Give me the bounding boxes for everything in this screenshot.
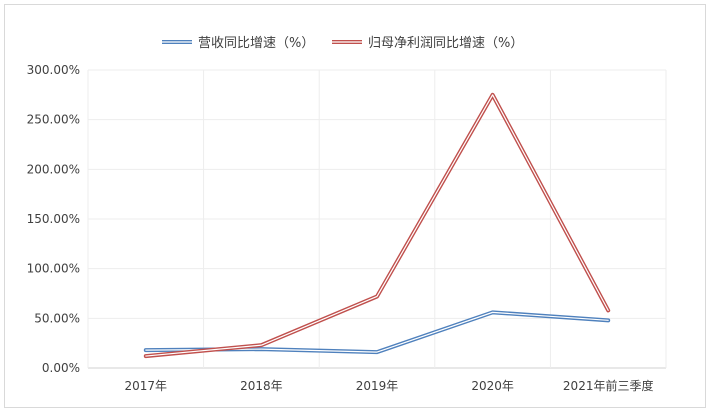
- chart-frame: [4, 4, 706, 408]
- y-axis-ticks: 0.00% 50.00% 100.00% 150.00% 200.00% 250.00% 3…: [27, 63, 80, 375]
- y-tick-label: 200.00%: [27, 162, 80, 176]
- x-tick-label: 2018年: [240, 379, 283, 393]
- y-tick-label: 0.00%: [42, 361, 80, 375]
- grid: [87, 69, 667, 369]
- y-tick-label: 100.00%: [27, 262, 80, 276]
- y-tick-label: 300.00%: [27, 63, 80, 77]
- x-tick-label: 2020年: [471, 379, 514, 393]
- x-tick-label: 2021年前三季度: [563, 378, 654, 393]
- x-tick-label: 2019年: [356, 379, 399, 393]
- y-tick-label: 150.00%: [27, 212, 80, 226]
- series-lines: [143, 92, 611, 359]
- y-tick-label: 50.00%: [34, 311, 80, 325]
- x-axis-ticks: 2017年 2018年 2019年 2020年 2021年前三季度: [125, 378, 654, 393]
- y-tick-label: 250.00%: [27, 113, 80, 127]
- legend-label-1: 归母净利润同比增速（%）: [368, 36, 523, 51]
- legend: 营收同比增速（%） 归母净利润同比增速（%）: [162, 36, 523, 51]
- x-tick-label: 2017年: [125, 379, 168, 393]
- legend-label-0: 营收同比增速（%）: [198, 36, 314, 51]
